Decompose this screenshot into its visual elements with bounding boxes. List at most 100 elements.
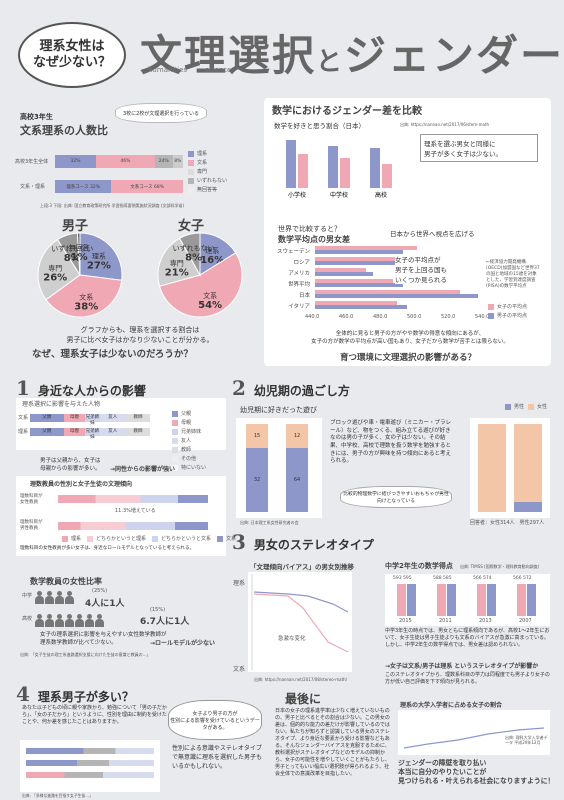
math-bottom-text: 全体的に見ると男子の方がやや数学の得意な傾向にあるが、 女子の方が数学の平均点が…: [311, 331, 509, 345]
teacher-icons-1: [35, 589, 75, 608]
s1-legend-item: 教師: [172, 446, 206, 453]
last-closing: ジェンダーの障壁を取り払い 本当に自分のやりたいことが 見つけられる・叶えられる…: [398, 759, 555, 786]
sec2-legend: 男性 女性: [505, 403, 547, 412]
sec1-title: 身近な人からの影響: [37, 384, 146, 398]
bias-note: 急激な変化: [278, 636, 306, 642]
sec2-rbar-2: [514, 424, 542, 502]
like-bar: [298, 154, 308, 188]
sec1-note: 男子は父親から、女子は 母親からの影響が多い。: [40, 458, 101, 472]
math-heading: 数学におけるジェンダー差を比較: [272, 106, 422, 117]
sec2-chart-left: 15 32 12 64: [236, 418, 322, 518]
sec4-number: 4: [16, 682, 30, 706]
pisa-bar: [315, 257, 404, 261]
pie-slice: [76, 232, 81, 276]
pie-label: いずれもない: [173, 244, 215, 253]
s1-row-label: 理系: [18, 429, 29, 435]
score-arrow-note: →女子は文系/男子は理系 というステレオタイプが影響か: [385, 663, 539, 670]
ratio-seg: 8%: [172, 155, 183, 168]
pie-slice: [37, 238, 81, 301]
pisa-bar: [315, 283, 404, 287]
score-year: 2007: [519, 618, 532, 624]
s1-seg: 父親: [30, 414, 64, 422]
sec3-title: 男女のステレオタイプ: [253, 538, 374, 552]
pie-slice: [158, 252, 243, 318]
pisa-legend-girls: 女子の平均点: [497, 304, 528, 310]
sec2-bar-1-female: 15: [246, 424, 268, 448]
title-bubble: 理系女性は なぜ少ない？: [18, 22, 126, 88]
score-title: 中学2年生の数学得点: [385, 562, 453, 570]
pisa-bar: [315, 294, 479, 298]
aw-row-2: 理数科目が 男性教員: [20, 520, 43, 532]
conclusion-question: なぜ、理系女子は少ないのだろうか？: [32, 349, 193, 360]
math-world-q1: 世界で比較すると？: [278, 225, 341, 233]
page-title: 文理選択とジェンダー: [140, 31, 564, 80]
girls-title: 女子: [178, 219, 205, 234]
pie-label: いずれもない: [51, 244, 93, 253]
s1-legend-item: 父親: [172, 410, 206, 417]
pisa-country: スウェーデン: [276, 249, 310, 255]
pisa-bar: [315, 305, 407, 309]
sec4-bubble: 女子より男子の方が 性別による影響を受けているというデータがある。: [168, 700, 262, 740]
score-bar: [517, 584, 526, 616]
sec2-title: 幼児期の過ごし方: [253, 384, 350, 398]
pisa-legend-girls-swatch: [488, 303, 494, 310]
pisa-chart: スウェーデン ロシア アメリカ 世界平均 日本 イタリア 440.0 460.0 480.0 50…: [270, 246, 490, 320]
score-val: 566 572: [513, 576, 532, 581]
teacher-title: 数学教員の女性比率: [30, 577, 102, 586]
ratio-seg: 32%: [55, 155, 96, 168]
sec2-chart-right: [470, 418, 550, 518]
sec4-source: 出典: 「多様な進路を目指す女子生徒…」: [22, 793, 93, 798]
pie-label: 理系: [92, 251, 106, 260]
like-bar: [370, 148, 380, 188]
pisa-bar: [315, 250, 404, 254]
like-cat: 中学校: [330, 191, 348, 199]
pisa-bar: [315, 246, 417, 250]
s1-seg: 母親: [63, 428, 86, 436]
s1-legend-item: 特にいない: [172, 464, 206, 471]
pie-label: 専門: [170, 258, 184, 267]
pie-value: 26%: [43, 272, 67, 283]
sec4-header: 4 理系男子が多い？: [16, 682, 134, 706]
math-like-title: 数学を好きと思う割合（日本）: [274, 122, 365, 130]
last-title: 最後に: [285, 692, 322, 706]
s1-seg: 兄弟姉妹: [85, 414, 100, 426]
pie-value: 8%: [185, 253, 202, 264]
pie-value: 38%: [74, 301, 98, 312]
pisa-bar: [315, 279, 394, 283]
pisa-tick: 520.0: [441, 314, 456, 320]
sec1-number: 1: [16, 376, 30, 400]
pie-value: 21%: [165, 267, 189, 278]
math-world-note: 日本から世界へ視点を広げる: [390, 230, 475, 238]
sec4-chart: [20, 740, 160, 792]
s1-seg: 教師: [126, 414, 150, 422]
math-oecd-note: ←経済協力開発機構 (OECD)加盟国など世界37 の国と地域の15歳を対象 と…: [486, 260, 540, 290]
like-chart: 小学校 中学校 高校: [286, 140, 392, 199]
ratio-section: 高校3年生 文系理系の人数比: [20, 112, 255, 138]
like-bar: [286, 140, 296, 188]
sec2-legend-male-swatch: [505, 403, 511, 410]
s1-seg: 父親: [30, 428, 64, 436]
ratio-seg: 24%: [154, 155, 173, 168]
aw-legend-item: どちらかというと文系: [152, 535, 211, 542]
aw-bar-1: [58, 495, 208, 503]
pie-value: 8%: [64, 253, 81, 264]
pie-slice: [178, 232, 201, 277]
sec2-bubble: 比較的物理数学に結びつきやすいおもちゃが男性向けとなっている: [340, 486, 452, 508]
sec2-source: 出典: 日本理工系女性研究者の会: [240, 520, 299, 525]
score-chart: 593 595 2015 588 585 2011 566 574 2013 566 572…: [385, 574, 550, 626]
sec3-header: 3 男女のステレオタイプ: [232, 530, 374, 554]
score-year: 2011: [439, 618, 452, 624]
bias-y-top: 理系: [233, 580, 246, 587]
ratio-source: 上段:3 下段: 出典: 国立教育政策研究所 学習指導要領実施状況調査 (文部科…: [40, 203, 185, 208]
pie-label: 文系: [203, 291, 217, 300]
ratio-bar-row1: 32% 46% 24% 8%: [55, 155, 183, 168]
math-girl-note: 女子の平均点が 男子を上回る国も いくつか見られる: [395, 254, 447, 284]
sec2-bar-2-male: 64: [286, 448, 308, 512]
math-bottom-question: 育つ環境に文理選択の影響がある？: [340, 353, 477, 363]
sec2-note: ブロック遊びや車・電車遊び（ミニカー・プラレール）など、物をつくる、組み立てる遊…: [330, 420, 452, 465]
sec1-note-right: →同性からの影響が強い: [110, 466, 176, 473]
ratio-legend-item: 文系: [188, 159, 227, 166]
pisa-bar: [315, 261, 409, 265]
sec2-legend-male: 男性: [514, 404, 525, 410]
score-year: 2015: [399, 618, 412, 624]
